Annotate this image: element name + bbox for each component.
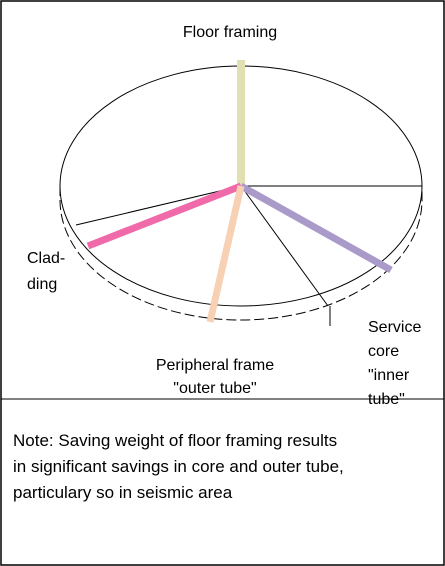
- label: Service: [368, 319, 421, 336]
- label: Floor framing: [183, 24, 277, 41]
- label: Peripheral frame: [156, 357, 274, 374]
- slice-edge: [240, 185, 329, 307]
- peripheral-line: [206, 185, 245, 323]
- label: "inner: [368, 367, 410, 384]
- label: tube": [368, 391, 405, 408]
- pie-rim: [59, 186, 423, 321]
- label: Clad-: [27, 250, 65, 267]
- label: core: [368, 343, 399, 360]
- core-line: [239, 182, 393, 274]
- cladding-line: [86, 182, 243, 250]
- slice-edge: [75, 185, 242, 226]
- note-line: Note: Saving weight of floor framing res…: [13, 431, 337, 450]
- note-line: particulary so in seismic area: [13, 483, 233, 502]
- label: ding: [27, 276, 57, 293]
- note-line: in significant savings in core and outer…: [13, 457, 344, 476]
- label: "outer tube": [173, 380, 256, 397]
